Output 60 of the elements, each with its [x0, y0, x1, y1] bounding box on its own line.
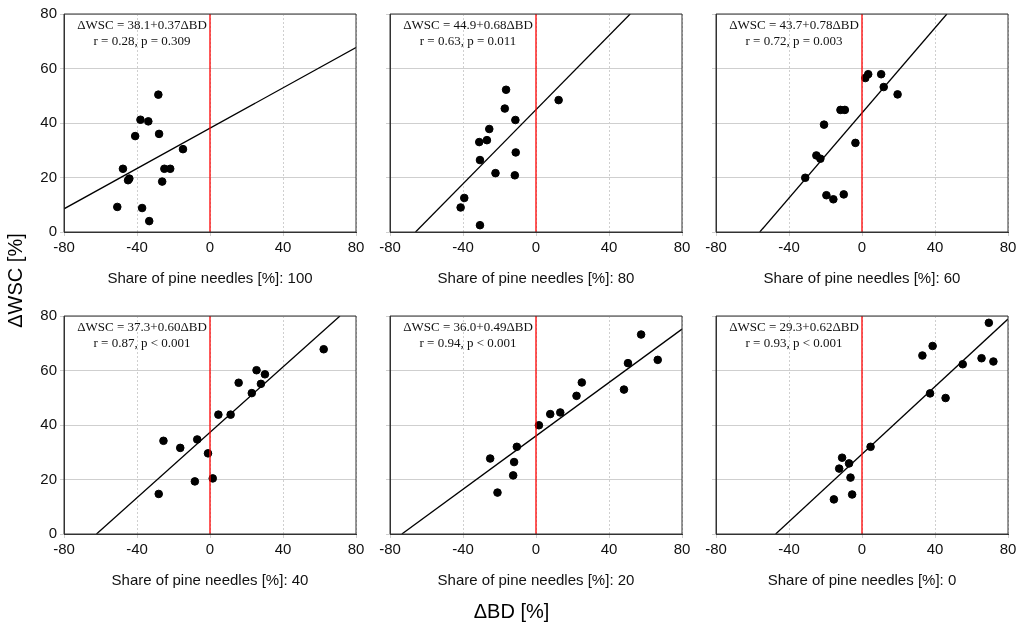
x-tick-label: -80 [379, 540, 401, 558]
x-tick-label: -80 [53, 540, 75, 558]
x-tick-label: -80 [705, 540, 727, 558]
y-tick-label: 80 [40, 306, 57, 324]
y-tick-label: 20 [40, 167, 57, 185]
annotation: ΔWSC = 36.0+0.49ΔBD [403, 318, 533, 334]
annotation: r = 0.87, p < 0.001 [93, 334, 191, 350]
x-tick-label: -80 [379, 238, 401, 256]
x-tick-label: 0 [857, 540, 867, 558]
x-tick-label: 80 [673, 238, 691, 256]
annotation: ΔWSC = 44.9+0.68ΔBD [403, 16, 533, 32]
annotation: r = 0.93, p < 0.001 [745, 334, 843, 350]
x-tick-label: -40 [778, 540, 800, 558]
annotation: ΔWSC = 29.3+0.62ΔBD [729, 318, 859, 334]
x-tick-label: 40 [274, 238, 292, 256]
x-tick-label: 0 [205, 238, 215, 256]
x-tick-label: 80 [347, 540, 365, 558]
x-tick-label: -80 [53, 238, 75, 256]
x-tick-label: -40 [778, 238, 800, 256]
y-tick-label: 60 [40, 58, 57, 76]
x-tick-label: -40 [452, 540, 474, 558]
y-tick-label: 80 [40, 4, 57, 22]
annotation: r = 0.28, p = 0.309 [93, 32, 191, 48]
annotation: r = 0.94, p < 0.001 [419, 334, 517, 350]
x-tick-label: 0 [531, 540, 541, 558]
x-tick-label: 40 [926, 540, 944, 558]
x-tick-label: 80 [347, 238, 365, 256]
x-axis-title: Share of pine needles [%]: 80 [437, 269, 635, 287]
x-tick-label: 0 [857, 238, 867, 256]
annotation: r = 0.63, p = 0.011 [419, 32, 517, 48]
y-tick-label: 40 [40, 415, 57, 433]
annotation: ΔWSC = 43.7+0.78ΔBD [729, 16, 859, 32]
text: ΔBD [%] [472, 600, 551, 623]
x-axis-title: Share of pine needles [%]: 60 [763, 269, 961, 287]
x-tick-label: 40 [600, 238, 618, 256]
annotation: r = 0.72, p = 0.003 [745, 32, 843, 48]
y-tick-label: 0 [48, 222, 57, 240]
x-tick-label: -80 [705, 238, 727, 256]
x-tick-label: 0 [531, 238, 541, 256]
x-axis-title: Share of pine needles [%]: 0 [767, 571, 957, 589]
y-tick-label: 40 [40, 113, 57, 131]
y-tick-label: 60 [40, 360, 57, 378]
x-tick-label: -40 [126, 238, 148, 256]
y-tick-label: 0 [48, 524, 57, 542]
x-tick-label: 80 [999, 238, 1017, 256]
x-tick-label: -40 [452, 238, 474, 256]
x-tick-label: 40 [600, 540, 618, 558]
annotation: ΔWSC = 37.3+0.60ΔBD [77, 318, 207, 334]
x-tick-label: 40 [926, 238, 944, 256]
x-tick-label: 0 [205, 540, 215, 558]
x-tick-label: 80 [999, 540, 1017, 558]
x-tick-label: 40 [274, 540, 292, 558]
x-axis-title: Share of pine needles [%]: 100 [107, 269, 313, 287]
x-axis-title: Share of pine needles [%]: 40 [111, 571, 309, 589]
annotation: ΔWSC = 38.1+0.37ΔBD [77, 16, 207, 32]
x-tick-label: -40 [126, 540, 148, 558]
x-tick-label: 80 [673, 540, 691, 558]
y-tick-label: 20 [40, 469, 57, 487]
y-axis-title: ΔWSC [%] [3, 232, 27, 328]
x-axis-title: Share of pine needles [%]: 20 [437, 571, 635, 589]
